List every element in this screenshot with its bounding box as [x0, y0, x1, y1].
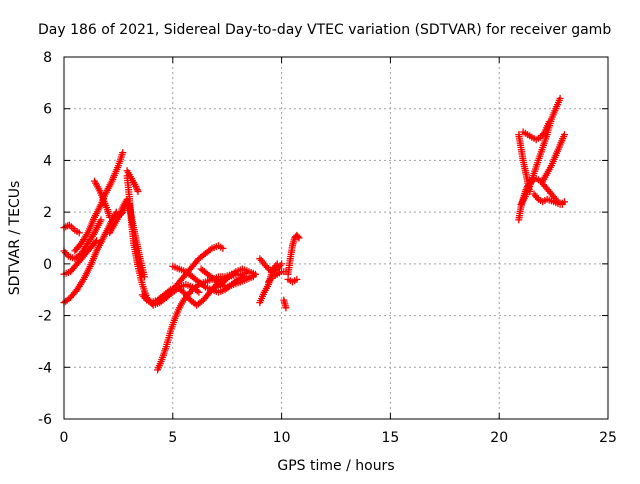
- y-axis-label: SDTVAR / TECUs: [7, 181, 23, 296]
- chart-title: Day 186 of 2021, Sidereal Day-to-day VTE…: [38, 22, 611, 38]
- x-tick-label: 20: [490, 430, 508, 446]
- y-tick-label: -6: [38, 412, 52, 428]
- y-tick-label: -4: [38, 360, 52, 376]
- x-tick-label: 10: [273, 430, 291, 446]
- x-tick-label: 0: [60, 430, 69, 446]
- y-tick-label: 8: [43, 50, 52, 66]
- x-tick-label: 5: [168, 430, 177, 446]
- data-points: [60, 94, 568, 374]
- y-tick-label: 0: [43, 257, 52, 273]
- y-tick-label: 6: [43, 102, 52, 118]
- y-tick-label: 4: [43, 153, 52, 169]
- grid-lines: [64, 57, 608, 419]
- x-axis-label: GPS time / hours: [277, 458, 394, 474]
- y-tick-label: 2: [43, 205, 52, 221]
- y-tick-label: -2: [38, 309, 52, 325]
- plot-frame: [63, 56, 609, 420]
- x-tick-label: 25: [599, 430, 617, 446]
- sdtvar-plus-markers: [60, 94, 568, 374]
- x-tick-label: 15: [381, 430, 399, 446]
- axis-ticks: 0 5 10 15 20 25 -6 -4 -2 0 2 4 6 8: [38, 50, 617, 446]
